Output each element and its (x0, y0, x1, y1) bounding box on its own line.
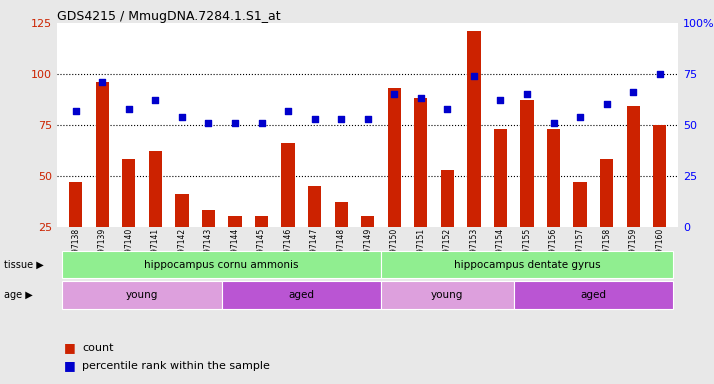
Point (203, 120, 214, 126)
Text: ■: ■ (64, 341, 76, 354)
Point (628, 89, 639, 95)
Bar (308, 186, 321, 277)
Point (601, 101, 613, 108)
Text: young: young (126, 290, 159, 300)
Bar (335, 202, 348, 277)
Text: GDS4215 / MmugDNA.7284.1.S1_at: GDS4215 / MmugDNA.7284.1.S1_at (57, 10, 281, 23)
Bar (494, 129, 507, 277)
Bar (361, 217, 374, 277)
Bar (573, 182, 587, 277)
Point (362, 116, 373, 122)
Text: ■: ■ (64, 359, 76, 372)
Bar (547, 129, 560, 277)
Bar (600, 159, 613, 277)
Text: hippocampus dentate gyrus: hippocampus dentate gyrus (453, 260, 600, 270)
Bar (653, 125, 666, 277)
Point (150, 97, 161, 103)
Bar (467, 31, 481, 277)
Point (388, 91, 400, 98)
Point (229, 120, 241, 126)
Bar (202, 210, 215, 277)
Bar (69, 182, 82, 277)
Point (548, 120, 559, 126)
Point (309, 116, 321, 122)
Text: age ▶: age ▶ (4, 290, 32, 300)
Bar (149, 151, 162, 277)
Bar (521, 100, 533, 277)
Text: young: young (431, 290, 463, 300)
Point (468, 73, 480, 79)
Text: aged: aged (580, 290, 606, 300)
Point (256, 120, 267, 126)
Bar (96, 82, 109, 277)
Bar (626, 106, 640, 277)
Point (282, 108, 293, 114)
Text: aged: aged (288, 290, 314, 300)
Text: count: count (82, 343, 114, 353)
Point (442, 106, 453, 112)
Bar (255, 217, 268, 277)
Bar (441, 170, 454, 277)
Point (574, 114, 585, 120)
Bar (122, 159, 136, 277)
Text: percentile rank within the sample: percentile rank within the sample (82, 361, 270, 371)
Point (123, 106, 134, 112)
Bar (281, 143, 295, 277)
Point (495, 97, 506, 103)
Bar (388, 88, 401, 277)
Point (176, 114, 188, 120)
Point (654, 71, 665, 77)
Point (415, 95, 426, 101)
Text: tissue ▶: tissue ▶ (4, 260, 44, 270)
Bar (414, 98, 428, 277)
Point (96, 79, 108, 85)
Point (521, 91, 533, 98)
Point (70, 108, 81, 114)
Point (336, 116, 347, 122)
Bar (175, 194, 188, 277)
Text: hippocampus cornu ammonis: hippocampus cornu ammonis (144, 260, 299, 270)
Bar (228, 217, 241, 277)
